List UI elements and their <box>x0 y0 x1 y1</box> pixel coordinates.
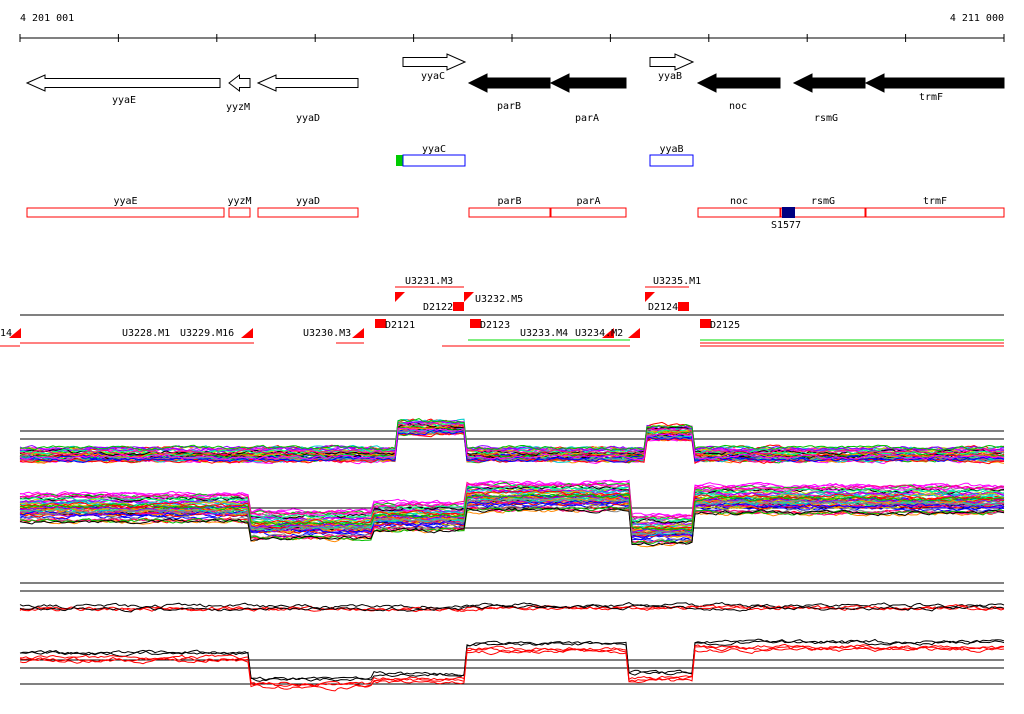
transcript-label: U3228.M1 <box>122 328 170 339</box>
expression-profile-bottom <box>19 497 1005 537</box>
expression-profile-bottom <box>19 484 1005 522</box>
reverse-box-parB[interactable] <box>468 207 551 218</box>
feature-box[interactable] <box>782 207 795 218</box>
reverse-box-label-yyzM: yyzM <box>227 196 251 207</box>
gene-label-rsmG: rsmG <box>814 113 838 124</box>
gene-label-yyaB: yyaB <box>658 71 682 82</box>
ruler-end-label: 4 211 000 <box>949 13 1004 24</box>
expression-profile-bottom <box>19 499 1005 538</box>
forward-box-yyaB[interactable] <box>649 154 694 167</box>
transcript-label: U3235.M1 <box>653 276 701 287</box>
transcript-start-marker <box>241 328 253 338</box>
expression-profile-bottom <box>19 502 1005 543</box>
transcript-start-marker <box>352 328 364 338</box>
gene-arrow-yyaC[interactable] <box>402 53 467 71</box>
reverse-box-yyzM[interactable] <box>228 207 251 218</box>
reverse-box-yyaD[interactable] <box>257 207 359 218</box>
expression-profile-bottom <box>19 507 1005 547</box>
reverse-box-label-parB: parB <box>497 196 521 207</box>
transcript-label: D2121 <box>385 320 415 331</box>
transcript-label: U3230.M3 <box>303 328 351 339</box>
transcript-label: D2125 <box>710 320 740 331</box>
gene-label-yyaD: yyaD <box>296 113 320 124</box>
reverse-box-label-rsmG: rsmG <box>811 196 835 207</box>
gene-label-yyaE: yyaE <box>112 95 136 106</box>
transcript-start-marker <box>645 292 655 302</box>
gene-arrow-yyaD[interactable] <box>256 74 359 92</box>
expression-profile-bottom <box>19 481 1005 519</box>
summary-profile-bottom <box>20 639 1005 682</box>
expression-profile-top <box>19 418 1005 452</box>
gene-arrow-parB[interactable] <box>467 73 551 93</box>
forward-box-label-yyaB: yyaB <box>659 144 683 155</box>
gene-arrow-yyaE[interactable] <box>25 74 221 92</box>
transcript-label: U3233.M4 <box>520 328 568 339</box>
summary-profile-bottom <box>19 644 1005 688</box>
summary-profile-bottom <box>19 638 1005 681</box>
gene-arrow-trmF[interactable] <box>864 73 1005 93</box>
expression-profile-top <box>19 427 1005 461</box>
transcript-start-marker <box>9 328 21 338</box>
gene-label-yyaC: yyaC <box>421 71 445 82</box>
gene-arrow-parA[interactable] <box>549 73 627 93</box>
gene-label-parA: parA <box>575 113 599 124</box>
transcript-end-marker <box>375 319 386 328</box>
reverse-box-rsmG[interactable] <box>780 207 866 218</box>
transcript-end-marker <box>453 302 464 311</box>
reverse-box-label-yyaD: yyaD <box>296 196 320 207</box>
reverse-box-noc[interactable] <box>697 207 781 218</box>
reverse-box-label-noc: noc <box>730 196 748 207</box>
transcript-start-marker <box>464 292 474 302</box>
transcript-start-marker <box>628 328 640 338</box>
transcript-start-marker <box>602 328 614 338</box>
forward-box-yyaC[interactable] <box>402 154 466 167</box>
gene-label-parB: parB <box>497 101 521 112</box>
reverse-box-label-yyaE: yyaE <box>113 196 137 207</box>
expression-profile-top <box>19 419 1005 453</box>
transcript-label: U3231.M3 <box>405 276 453 287</box>
expression-profile-bottom <box>19 500 1005 539</box>
reverse-box-yyaE[interactable] <box>26 207 225 218</box>
transcript-end-marker <box>678 302 689 311</box>
transcript-label: 14 <box>0 328 12 339</box>
expression-profile-top <box>19 428 1005 464</box>
feature-label: S1577 <box>771 220 801 231</box>
start-marker <box>396 155 403 166</box>
reverse-box-trmF[interactable] <box>865 207 1005 218</box>
transcript-label: U3229.M16 <box>180 328 234 339</box>
transcript-label: U3232.M5 <box>475 294 523 305</box>
expression-profile-bottom <box>19 504 1005 544</box>
reverse-box-parA[interactable] <box>550 207 627 218</box>
transcript-end-marker <box>700 319 711 328</box>
transcript-label: D2123 <box>480 320 510 331</box>
transcript-label: D2124 <box>648 302 678 313</box>
expression-profile-bottom <box>19 489 1005 530</box>
transcript-start-marker <box>395 292 405 302</box>
transcript-label: U3234.M2 <box>575 328 623 339</box>
expression-profile-bottom <box>19 505 1005 545</box>
gene-label-noc: noc <box>729 101 747 112</box>
forward-box-label-yyaC: yyaC <box>422 144 446 155</box>
summary-profile-bottom <box>19 643 1005 687</box>
expression-profile-top <box>19 425 1005 459</box>
gene-label-yyzM: yyzM <box>226 102 250 113</box>
transcript-label: D2122 <box>423 302 453 313</box>
ruler-start-label: 4 201 001 <box>20 13 75 24</box>
gene-arrow-yyzM[interactable] <box>228 73 251 93</box>
gene-arrow-rsmG[interactable] <box>792 73 866 93</box>
expression-profile-bottom <box>19 490 1005 529</box>
reverse-box-label-trmF: trmF <box>923 196 947 207</box>
gene-arrow-noc[interactable] <box>696 73 781 93</box>
reverse-box-label-parA: parA <box>576 196 600 207</box>
gene-label-trmF: trmF <box>919 92 943 103</box>
summary-profile-top <box>19 604 1005 613</box>
expression-profile-bottom <box>19 493 1005 532</box>
transcript-end-marker <box>470 319 481 328</box>
gene-arrow-yyaB[interactable] <box>649 53 695 71</box>
expression-profile-top <box>19 422 1005 456</box>
